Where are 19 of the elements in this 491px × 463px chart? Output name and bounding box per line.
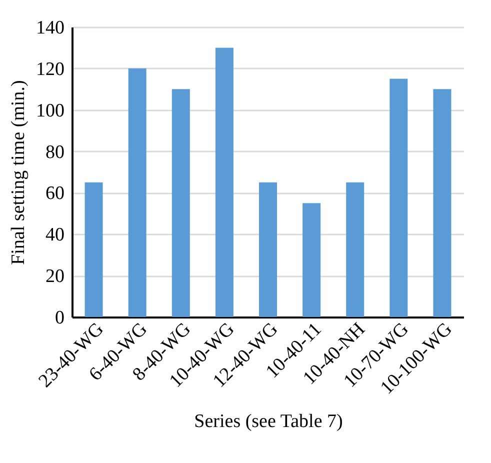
bar [433,89,452,317]
y-tick-label: 20 [46,266,64,288]
bar [390,78,408,317]
y-tick-label: 140 [36,18,64,38]
y-tick-label: 100 [36,100,64,122]
bar [215,48,234,317]
y-tick-label: 60 [46,183,64,204]
y-tick-label: 80 [46,142,64,163]
bar [84,182,103,317]
y-tick-label: 0 [55,308,64,328]
bar [259,182,277,317]
y-tick-label: 120 [36,58,64,80]
y-tick-label: 40 [46,224,64,246]
y-axis-title: Final setting time (min.) [8,80,29,265]
bar [128,68,146,317]
x-axis-title: Series (see Table 7) [194,410,343,432]
bar [302,203,321,317]
bar [346,182,364,317]
bar [172,89,190,317]
